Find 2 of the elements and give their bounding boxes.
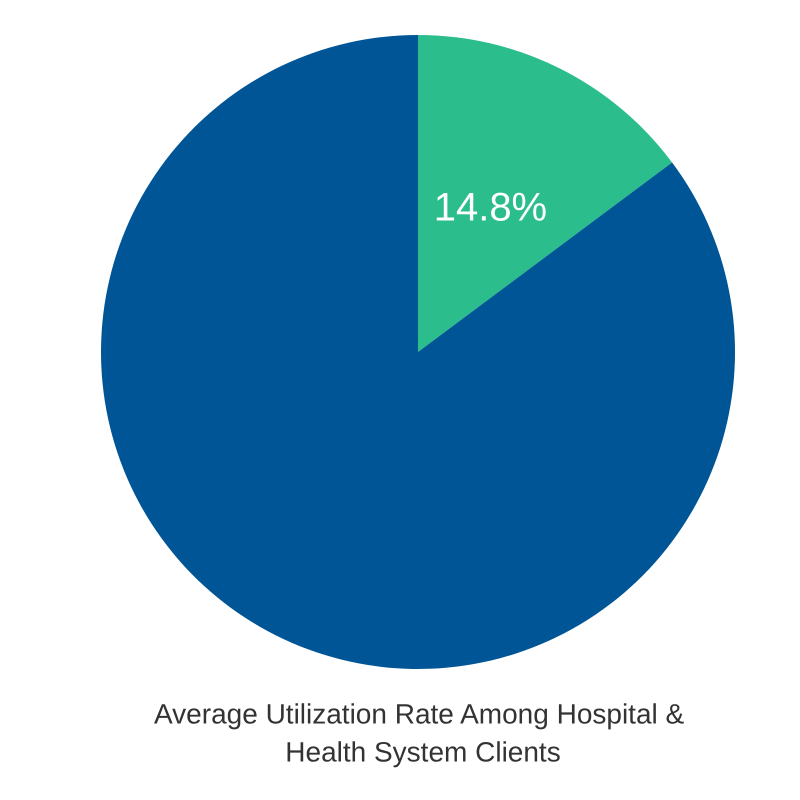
data-label: 14.8% xyxy=(434,186,548,230)
text: Average Utilization Rate Among Hospital & Health System Clients xyxy=(154,698,692,768)
